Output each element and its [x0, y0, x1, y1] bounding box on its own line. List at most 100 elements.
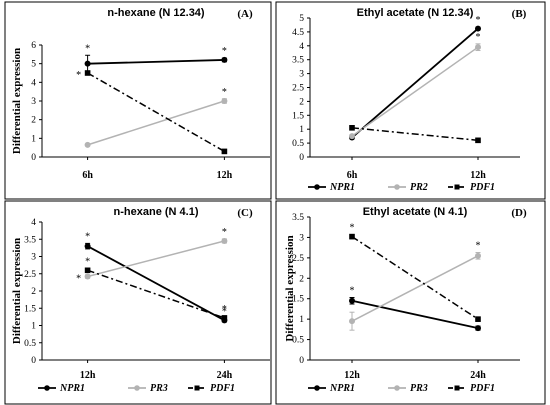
x-tick-label: 6h [82, 170, 93, 181]
chart-title: Ethyl acetate (N 4.1) [363, 206, 468, 218]
legend: NPR1 PR2 PDF1 [308, 182, 495, 193]
y-tick-label: 0 [31, 153, 36, 163]
series-pr2: * [349, 32, 481, 140]
data-point [349, 318, 355, 325]
y-tick-label: 6 [31, 41, 36, 51]
significance-star: * [85, 231, 90, 242]
x-tick-label: 12h [80, 370, 96, 381]
panel-frame [4, 1, 272, 200]
series-pr2: * [84, 87, 228, 148]
series-npr1: ** [84, 43, 228, 73]
series-line [87, 269, 225, 319]
y-tick-label: 2 [31, 116, 36, 126]
x-tick-label: 12h [344, 370, 360, 381]
y-tick-label: 2 [31, 287, 36, 297]
data-point [475, 25, 481, 32]
y-tick-label: 4 [299, 42, 304, 52]
legend-marker [454, 184, 460, 190]
legend-marker [394, 385, 400, 391]
legend-label: PDF1 [470, 383, 495, 394]
x-tick-label: 12h [470, 170, 486, 181]
y-tick-label: 3 [31, 253, 36, 263]
x-tick-label: 24h [217, 370, 233, 381]
significance-star: * [350, 285, 355, 296]
legend-label: PR3 [410, 383, 428, 394]
data-point [475, 325, 481, 332]
series-line [87, 72, 225, 153]
data-point [349, 233, 355, 240]
x-tick-label: 6h [347, 170, 358, 181]
series-line [351, 299, 479, 330]
legend-marker [314, 385, 320, 391]
data-point [84, 243, 91, 250]
series-line [351, 127, 479, 142]
y-tick-label: 5 [31, 60, 36, 70]
y-tick-label: 0 [299, 356, 304, 366]
y-tick-label: 1 [299, 315, 304, 325]
series-pdf1: * [349, 223, 481, 322]
data-point [349, 297, 355, 304]
legend-marker [44, 385, 50, 391]
data-point [475, 252, 481, 259]
panel-frame [4, 200, 272, 405]
data-point [84, 141, 91, 148]
series-line [351, 46, 479, 137]
series-line [351, 235, 479, 320]
data-point [475, 137, 481, 144]
y-tick-label: 4 [31, 218, 36, 228]
chart-panel-a: n-hexane (N 12.34) (A) 0 1 2 3 4 5 6 6h 12h Differe… [4, 1, 272, 200]
y-tick-label: 1.5 [292, 295, 304, 305]
series-line [87, 100, 225, 146]
legend-label: PR2 [410, 182, 428, 193]
chart-panel-d: Ethyl acetate (N 4.1) (D) 0 0.5 1 1.5 2 2.5 3 3.5… [275, 200, 546, 405]
series-line [87, 245, 225, 322]
y-tick-label: 4 [31, 78, 36, 88]
legend-label: PR3 [150, 383, 168, 394]
y-axis-label: Differential expression [284, 235, 296, 341]
chart-title: Ethyl acetate (N 12.34) [357, 7, 474, 19]
significance-star: * [85, 257, 90, 268]
significance-star: * [76, 274, 81, 285]
y-tick-label: 2.5 [24, 270, 36, 280]
significance-star: * [476, 241, 481, 252]
y-axis-label: Differential expression [11, 48, 23, 154]
legend: NPR1 PR3 PDF1 [308, 383, 495, 394]
significance-star: * [76, 70, 81, 81]
data-point [221, 98, 228, 104]
significance-star: * [222, 87, 227, 98]
legend-label: NPR1 [329, 383, 355, 394]
y-tick-label: 1 [31, 134, 36, 144]
chart-title: n-hexane (N 4.1) [114, 206, 199, 218]
series-line [87, 59, 225, 65]
panel-label: (C) [237, 207, 253, 219]
data-point [475, 316, 481, 322]
data-point [84, 267, 91, 274]
series-line [87, 240, 225, 278]
y-tick-label: 2.5 [292, 254, 304, 264]
data-point [221, 237, 228, 244]
y-tick-label: 1.5 [24, 304, 36, 314]
y-tick-label: 0.5 [24, 339, 36, 349]
series-pr3: ** [76, 227, 228, 285]
data-point [349, 125, 355, 131]
significance-star: * [222, 307, 227, 318]
significance-star: * [222, 304, 227, 315]
y-tick-label: 3 [299, 70, 304, 80]
significance-star: * [350, 223, 355, 234]
data-point [84, 70, 91, 76]
series-npr1: * [349, 15, 481, 141]
data-point [349, 133, 355, 140]
y-tick-label: 3.5 [292, 213, 304, 223]
series-pdf1: * [76, 70, 228, 155]
y-tick-label: 3 [31, 97, 36, 107]
y-tick-label: 1 [31, 322, 36, 332]
y-tick-label: 3.5 [292, 56, 304, 66]
y-tick-label: 1 [299, 125, 304, 135]
chart-panel-b: Ethyl acetate (N 12.34) (B) 0 0.5 1 1.5 2 2.5 3 3… [275, 1, 546, 200]
legend-marker [314, 184, 320, 190]
legend: NPR1 PR3 PDF1 [38, 383, 235, 394]
significance-star: * [222, 227, 227, 238]
legend-label: NPR1 [329, 182, 355, 193]
series-pdf1 [349, 125, 481, 144]
